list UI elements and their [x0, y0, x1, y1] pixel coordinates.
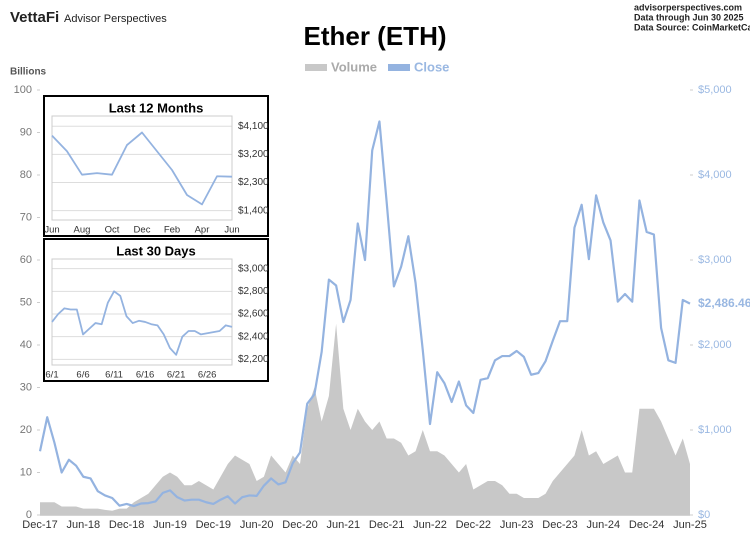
x-tick-label: Jun-22	[413, 519, 447, 531]
inset-frame	[43, 95, 269, 237]
x-tick-label: 6/16	[136, 370, 155, 381]
x-tick-label: Jun-25	[673, 519, 707, 531]
x-tick-label: Jun-19	[153, 519, 187, 531]
x-tick-label: 6/26	[198, 370, 217, 381]
y2-tick-label: $5,000	[698, 84, 732, 96]
x-tick-label: Apr	[195, 225, 210, 236]
brand: VettaFi	[10, 9, 59, 26]
site: advisorperspectives.com	[634, 2, 742, 12]
y-tick-label: 40	[20, 339, 32, 351]
x-tick-label: Jun	[44, 225, 59, 236]
x-tick-label: Jun-23	[500, 519, 534, 531]
x-tick-label: 6/21	[167, 370, 186, 381]
x-tick-label: Jun-21	[327, 519, 361, 531]
y2-tick-label: $2,800	[238, 286, 269, 297]
x-tick-label: Dec-19	[196, 519, 231, 531]
x-tick-label: Feb	[164, 225, 180, 236]
x-tick-label: Dec-24	[629, 519, 664, 531]
y2-tick-label: $2,200	[238, 354, 269, 365]
y-axis-label: Billions	[10, 67, 47, 78]
y2-tick-label: $2,000	[698, 339, 732, 351]
volume-area	[40, 323, 690, 515]
inset-title: Last 30 Days	[116, 243, 196, 258]
plot-frame	[51, 258, 233, 366]
y2-tick-label: $3,000	[238, 263, 269, 274]
y2-tick-label: $2,300	[238, 177, 269, 188]
end-label: $2,486.46	[698, 296, 750, 310]
y2-tick-label: $1,400	[238, 205, 269, 216]
y2-tick-label: $3,000	[698, 254, 732, 266]
x-tick-label: 6/1	[45, 370, 58, 381]
y2-tick-label: $0	[698, 509, 710, 521]
y2-tick-label: $2,400	[238, 331, 269, 342]
x-tick-label: Dec-17	[22, 519, 57, 531]
y-tick-label: 0	[26, 509, 32, 521]
legend-swatch	[388, 64, 410, 71]
y-tick-label: 100	[14, 84, 32, 96]
inset-title: Last 12 Months	[109, 100, 204, 115]
x-tick-label: Dec-23	[542, 519, 577, 531]
legend-label: Volume	[331, 59, 377, 74]
y-tick-label: 70	[20, 211, 32, 223]
y-tick-label: 90	[20, 126, 32, 138]
close-line	[38, 120, 691, 508]
x-tick-label: Oct	[105, 225, 120, 236]
y2-tick-label: $4,100	[238, 121, 269, 132]
legend-swatch	[305, 64, 327, 71]
y-tick-label: 80	[20, 169, 32, 181]
subbrand: Advisor Perspectives	[64, 13, 167, 25]
y-tick-label: 50	[20, 296, 32, 308]
y-tick-label: 10	[20, 466, 32, 478]
x-tick-label: Dec-20	[282, 519, 317, 531]
y2-tick-label: $3,200	[238, 149, 269, 160]
chart-title: Ether (ETH)	[304, 21, 447, 51]
through: Data through Jun 30 2025	[634, 12, 744, 22]
legend-label: Close	[414, 59, 449, 74]
x-tick-label: Jun	[224, 225, 239, 236]
inset-frame	[43, 238, 269, 382]
price-line	[51, 290, 233, 356]
y-tick-label: 60	[20, 254, 32, 266]
source: Data Source: CoinMarketCap	[634, 22, 750, 32]
x-tick-label: Aug	[74, 225, 91, 236]
y-tick-label: 20	[20, 424, 32, 436]
x-tick-label: Dec	[134, 225, 151, 236]
x-tick-label: Dec-21	[369, 519, 404, 531]
plot-frame	[51, 115, 233, 221]
x-tick-label: Dec-22	[456, 519, 491, 531]
x-tick-label: Dec-18	[109, 519, 144, 531]
price-line	[51, 131, 233, 206]
x-tick-label: Jun-18	[67, 519, 101, 531]
y2-tick-label: $2,600	[238, 309, 269, 320]
y2-tick-label: $1,000	[698, 424, 732, 436]
x-tick-label: Jun-20	[240, 519, 274, 531]
y2-tick-label: $4,000	[698, 169, 732, 181]
y-tick-label: 30	[20, 381, 32, 393]
x-tick-label: 6/11	[105, 370, 123, 381]
x-tick-label: 6/6	[76, 370, 89, 381]
x-tick-label: Jun-24	[587, 519, 621, 531]
